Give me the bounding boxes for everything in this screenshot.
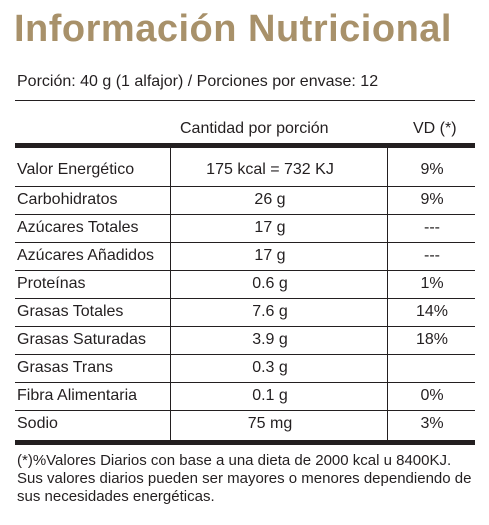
nutrient-label: Sodio <box>17 415 58 432</box>
nutrient-vd: 18% <box>415 331 449 348</box>
nutrient-row-trans-fat: Grasas Trans 0.3 g <box>15 354 475 382</box>
nutrient-vd: 9% <box>420 161 444 178</box>
label-title: Información Nutricional <box>14 8 452 50</box>
nutrient-row-protein: Proteínas 0.6 g 1% <box>15 270 475 298</box>
nutrient-label: Proteínas <box>17 275 86 292</box>
nutrient-quantity: 17 g <box>254 247 286 264</box>
quantity-column-header: Cantidad por porción <box>180 120 329 137</box>
nutrient-row-carbohydrates: Carbohidratos 26 g 9% <box>15 186 475 214</box>
top-divider <box>15 100 475 101</box>
row-divider <box>15 270 475 271</box>
nutrient-quantity: 7.6 g <box>252 303 288 320</box>
row-divider <box>15 410 475 411</box>
row-divider <box>15 326 475 327</box>
row-divider <box>15 186 475 187</box>
row-divider <box>15 382 475 383</box>
nutrient-vd: 9% <box>420 191 444 208</box>
row-divider <box>15 214 475 215</box>
nutrient-quantity: 26 g <box>254 191 286 208</box>
nutrient-label: Azúcares Totales <box>17 219 139 236</box>
nutrient-vd: --- <box>424 247 440 264</box>
footnote: (*)%Valores Diarios con base a una dieta… <box>17 452 472 505</box>
nutrient-row-added-sugars: Azúcares Añadidos 17 g --- <box>15 242 475 270</box>
nutrient-row-total-sugars: Azúcares Totales 17 g --- <box>15 214 475 242</box>
nutrient-label: Azúcares Añadidos <box>17 247 154 264</box>
nutrient-label: Valor Energético <box>17 161 135 178</box>
nutrient-quantity: 3.9 g <box>252 331 288 348</box>
nutrient-quantity: 17 g <box>254 219 286 236</box>
nutrient-label: Fibra Alimentaria <box>17 387 138 404</box>
column-divider-left <box>170 145 171 441</box>
nutrient-quantity: 0.1 g <box>252 387 288 404</box>
row-divider <box>15 242 475 243</box>
nutrient-quantity: 175 kcal = 732 KJ <box>206 161 334 178</box>
serving-size: Porción: 40 g (1 alfajor) / Porciones po… <box>17 73 379 90</box>
nutrient-label: Grasas Totales <box>17 303 124 320</box>
nutrient-label: Carbohidratos <box>17 191 118 208</box>
nutrient-vd: 1% <box>420 275 444 292</box>
nutrient-vd: 14% <box>415 303 449 320</box>
column-divider-right <box>387 145 388 441</box>
nutrient-quantity: 0.3 g <box>252 359 288 376</box>
row-divider <box>15 354 475 355</box>
bottom-thick-divider <box>15 440 475 445</box>
row-divider <box>15 298 475 299</box>
nutrient-row-sodium: Sodio 75 mg 3% <box>15 410 475 438</box>
nutrient-row-energy: Valor Energético 175 kcal = 732 KJ 9% <box>15 156 475 184</box>
nutrient-vd: --- <box>424 219 440 236</box>
nutrient-row-fiber: Fibra Alimentaria 0.1 g 0% <box>15 382 475 410</box>
nutrient-row-saturated-fat: Grasas Saturadas 3.9 g 18% <box>15 326 475 354</box>
nutrient-vd: 3% <box>420 415 444 432</box>
vd-column-header: VD (*) <box>413 120 457 137</box>
nutrient-quantity: 75 mg <box>247 415 293 432</box>
nutrient-row-total-fat: Grasas Totales 7.6 g 14% <box>15 298 475 326</box>
nutrient-quantity: 0.6 g <box>252 275 288 292</box>
header-thick-divider <box>15 143 475 148</box>
nutrient-vd: 0% <box>420 387 444 404</box>
nutrient-label: Grasas Saturadas <box>17 331 146 348</box>
nutrient-label: Grasas Trans <box>17 359 114 376</box>
